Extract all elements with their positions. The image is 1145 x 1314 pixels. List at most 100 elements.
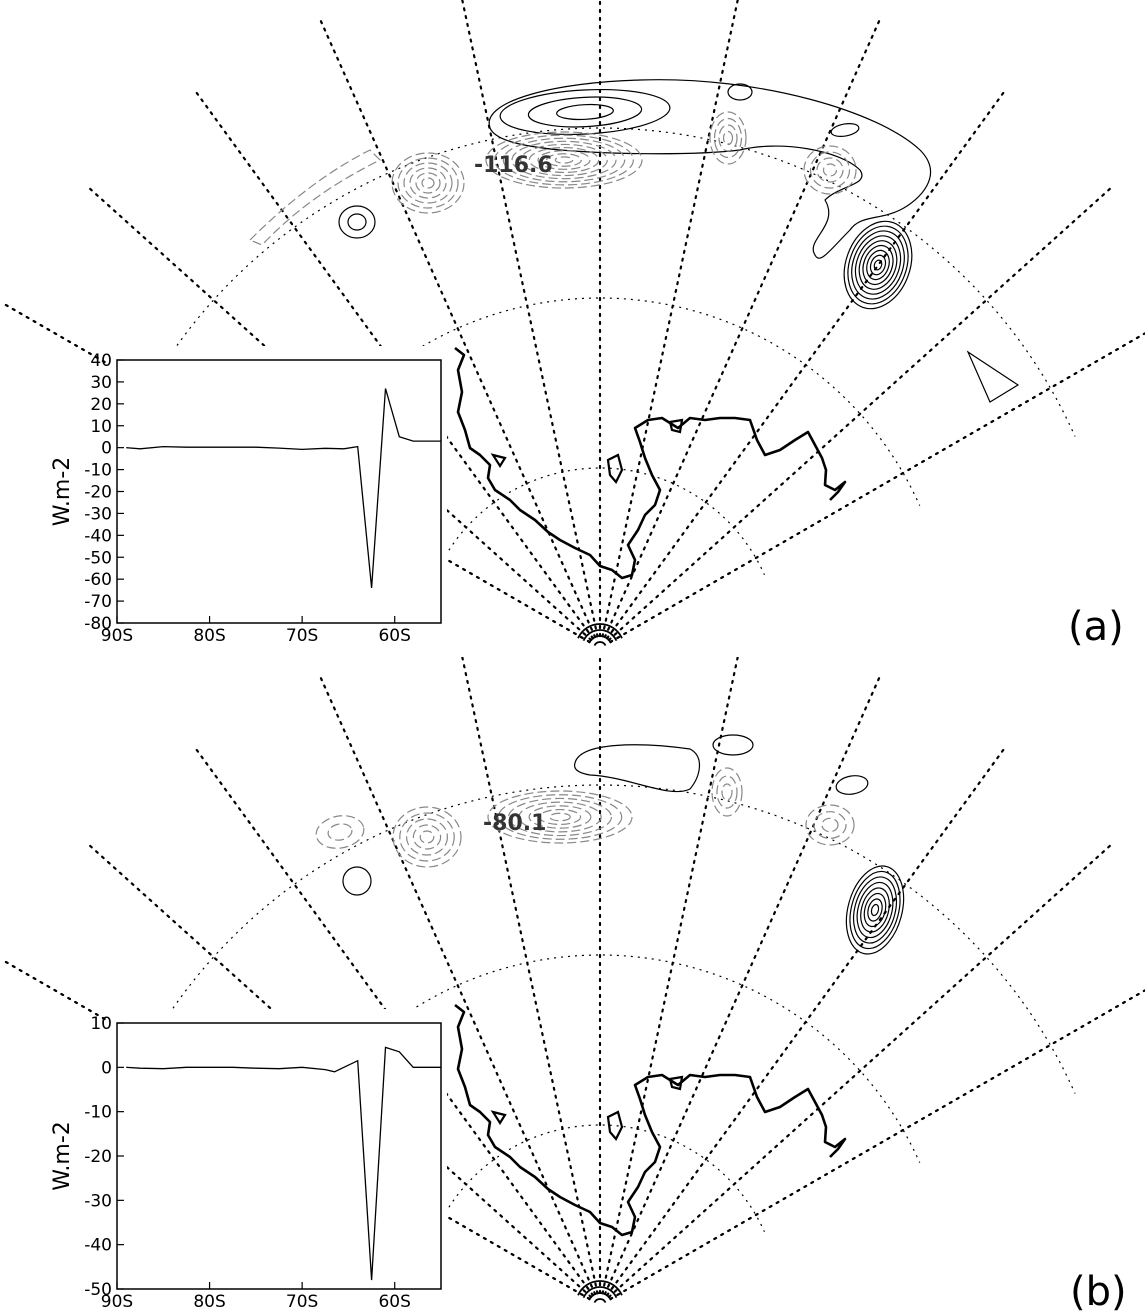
positive-contour [854,235,902,295]
meridian-line [603,16,882,639]
y-tick-label: -10 [84,1103,112,1123]
y-tick-label: -50 [84,548,112,568]
meridian-line [609,332,1145,644]
series-line [126,1046,441,1281]
negative-contour [520,143,608,177]
negative-contour [709,111,747,165]
negative-contour [511,140,617,180]
positive-contour [869,254,887,276]
positive-contour [851,230,905,300]
meridian-line [609,989,1145,1301]
positive-contour [852,876,898,944]
y-tick-label: 10 [90,1014,112,1034]
y-tick-label: -70 [84,592,112,612]
y-tick-label: -60 [84,570,112,590]
negative-contour [538,808,582,826]
y-tick-label: 40 [90,351,112,371]
plot-frame [116,359,442,624]
negative-contour [549,812,571,822]
panel-a: 40 30 20 10 0 -10 -20 -30 -40 -50 -60 -70 -80 90S 80S 7… [1,0,1145,657]
island-coast [490,1110,507,1126]
negative-contour [813,811,847,839]
map-minimum-label: -80.1 [483,811,546,836]
negative-contour [805,804,855,846]
island-coast [668,1075,684,1091]
negative-contour [485,131,643,189]
negative-contour [718,124,738,152]
map-minimum-label: -116.6 [474,153,553,178]
meridian-line [605,745,1007,1297]
latitude-circle [593,641,607,647]
meridian-line [461,0,599,638]
positive-contour [527,96,643,128]
negative-contour [248,149,382,246]
meridian-line [607,842,1114,1299]
x-tick-label: 70S [286,626,318,646]
x-tick-label: 60S [378,626,410,646]
positive-contour [488,79,932,259]
negative-contour [713,117,743,159]
island-coast [606,453,624,484]
y-axis-label: W.m-2 [50,1121,75,1191]
negative-contour [546,153,582,167]
y-axis-label: W.m-2 [50,457,75,527]
positive-contour [867,898,883,922]
positive-contour [830,123,860,137]
positive-contour [347,213,367,231]
coastline [454,346,847,580]
meridian-line [601,657,739,1295]
positive-contour [342,866,372,896]
positive-contour [858,240,898,290]
y-tick-label: -30 [84,1191,112,1211]
negative-contour [494,134,634,186]
positive-contour [712,734,754,756]
positive-contour [849,870,901,950]
panel-label: (a) [1068,604,1124,650]
negative-contour [315,815,365,849]
antarctic-peninsula-coastline [454,1003,847,1237]
latitude-circle [582,629,618,642]
positive-contour [845,865,905,955]
negative-contour [421,177,435,189]
negative-contour [721,783,733,801]
negative-contour [487,790,633,844]
island-coast [606,1110,624,1141]
y-tick-label: -50 [84,1280,112,1300]
negative-contour [327,823,353,841]
antarctic-peninsula-coastline [454,346,847,580]
negative-contour [716,775,738,809]
x-tick-label: 80S [193,626,225,646]
negative-contour [403,162,453,204]
negative-contour [507,797,613,837]
negative-contour [409,167,447,199]
positive-contour [499,88,671,136]
contour-field [248,79,1020,403]
negative-contour [554,156,574,164]
negative-contour [392,806,462,868]
y-tick-label: 0 [101,439,112,459]
negative-contour [502,137,626,183]
negative-contour [803,145,857,195]
x-tick-label: 70S [286,1292,318,1312]
y-tick-label: -40 [84,1236,112,1256]
y-tick-label: 30 [90,373,112,393]
panel-label: (b) [1070,1269,1127,1314]
positive-contour [338,205,376,239]
y-tick-label: -10 [84,461,112,481]
negative-contour [497,794,623,840]
meridian-line [601,0,739,638]
y-tick-label: -30 [84,504,112,524]
island-coast [668,418,684,434]
coastline [454,1003,847,1237]
negative-contour [518,801,602,833]
meridian-line [605,88,1007,640]
positive-contour [573,744,700,793]
latitude-circle [577,623,623,639]
x-tick-label: 90S [101,626,133,646]
meridian-line [607,185,1114,642]
negative-contour [528,146,600,174]
latitude-circle [582,1286,618,1299]
y-tick-label: 10 [90,417,112,437]
